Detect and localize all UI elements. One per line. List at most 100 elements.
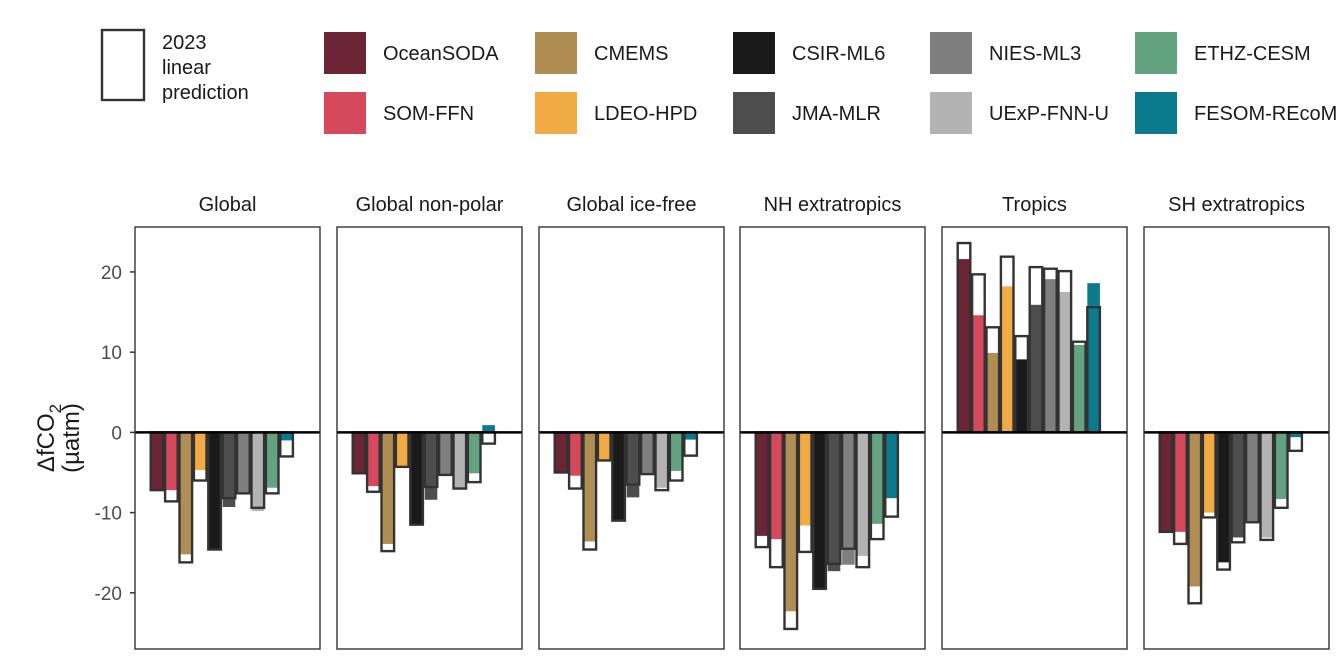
bar-fesom-recom [1289, 432, 1302, 438]
bar-fesom-recom [482, 425, 495, 433]
bar-ethz-cesm [870, 432, 884, 524]
bar-ethz-cesm [669, 432, 683, 471]
panel-title: SH extratropics [1168, 194, 1305, 216]
y-axis-unit: (µatm) [58, 403, 85, 473]
bar-uexp-fnn-u [251, 432, 265, 512]
legend-label-som-ffn: SOM-FFN [383, 103, 474, 125]
legend-label-nies-ml3: NIES-ML3 [989, 43, 1081, 65]
panel-tropics: Tropics [941, 194, 1128, 650]
panel-global: Global [134, 194, 321, 650]
y-tick-label: 20 [101, 263, 122, 284]
bar-jma-mlr [424, 432, 438, 500]
panel-sh-extratropics: SH extratropics [1143, 194, 1330, 650]
panel-title: Tropics [1002, 194, 1067, 216]
legend-label-csir-ml6: CSIR-ML6 [792, 43, 885, 65]
y-axis-title: ΔfCO2 (µatm) [33, 403, 85, 473]
bar-ldeo-hpd [193, 432, 207, 471]
legend-swatch-uexp-fnn-u [930, 92, 972, 134]
legend-swatch-som-ffn [324, 92, 366, 134]
legend-prediction-key [100, 28, 146, 102]
bar-jma-mlr [1029, 304, 1043, 433]
bar-som-ffn [972, 315, 985, 433]
bar-cmems [784, 432, 798, 612]
bar-oceansoda [755, 432, 769, 536]
panel-nh-extratropics: NH extratropics [739, 194, 926, 650]
panel-border [941, 226, 1128, 650]
bar-fesom-recom [280, 432, 293, 441]
legend-swatch-fesom-recom [1135, 92, 1177, 134]
bar-som-ffn [165, 432, 178, 491]
legend-prediction-label-line2: linear [162, 57, 211, 79]
bar-som-ffn [569, 432, 582, 476]
y-axis: 20 10 0 -10 -20 [95, 263, 135, 605]
bar-csir-ml6 [813, 432, 826, 589]
legend-swatch-nies-ml3 [930, 32, 972, 74]
bar-oceansoda [554, 432, 568, 473]
panels: Global Global non-polar Global ice-free NH … [134, 194, 1330, 650]
y-tick-label: -20 [95, 584, 122, 605]
bar-ldeo-hpd [395, 432, 409, 467]
legend-swatch-ethz-cesm [1135, 32, 1177, 74]
bar-oceansoda [352, 432, 366, 474]
bar-csir-ml6 [1217, 432, 1230, 563]
panel-border [538, 226, 725, 650]
bar-nies-ml3 [1246, 432, 1259, 523]
bar-nies-ml3 [842, 432, 855, 565]
bar-ldeo-hpd [1202, 432, 1216, 513]
bar-som-ffn [770, 432, 783, 540]
bar-jma-mlr [827, 432, 841, 572]
bar-uexp-fnn-u [453, 432, 467, 489]
panel-border [1143, 226, 1330, 650]
legend-label-oceansoda: OceanSODA [383, 43, 499, 65]
panel-border [134, 226, 321, 650]
panel-title: Global [199, 194, 257, 216]
legend-label-ethz-cesm: ETHZ-CESM [1194, 43, 1311, 65]
bar-uexp-fnn-u [856, 432, 870, 556]
bar-uexp-fnn-u [655, 432, 669, 488]
y-tick-label: -10 [95, 504, 122, 525]
legend-swatch-csir-ml6 [733, 32, 775, 74]
panel-title: NH extratropics [764, 194, 902, 216]
bar-oceansoda [150, 432, 164, 491]
legend-swatch-cmems [535, 32, 577, 74]
bar-fesom-recom [885, 432, 898, 499]
legend-swatch-jma-mlr [733, 92, 775, 134]
bar-som-ffn [1174, 432, 1187, 532]
bar-cmems [986, 352, 1000, 433]
panel-global-ice-free: Global ice-free [538, 194, 725, 650]
legend-swatch-ldeo-hpd [535, 92, 577, 134]
bar-csir-ml6 [410, 432, 423, 525]
legend-label-cmems: CMEMS [594, 43, 668, 65]
bar-uexp-fnn-u [1260, 432, 1274, 538]
panel-title: Global ice-free [566, 194, 696, 216]
bar-cmems [179, 432, 193, 555]
bar-uexp-fnn-u [1058, 291, 1072, 433]
bar-csir-ml6 [1015, 359, 1028, 433]
legend-label-jma-mlr: JMA-MLR [792, 103, 881, 125]
bar-nies-ml3 [641, 432, 654, 475]
legend-swatch-oceansoda [324, 32, 366, 74]
legend-prediction-label-line1: 2023 [162, 32, 207, 54]
bar-ethz-cesm [265, 432, 279, 488]
bar-ldeo-hpd [1000, 286, 1014, 433]
legend-items: OceanSODA SOM-FFN CMEMS LDEO-HPD CSIR-ML6 JMA… [324, 32, 1337, 134]
bar-jma-mlr [222, 432, 236, 507]
bar-ethz-cesm [1072, 344, 1086, 433]
y-tick-label: 10 [101, 343, 122, 364]
bar-ethz-cesm [467, 432, 481, 474]
bar-som-ffn [367, 432, 380, 487]
prediction-outline-fesom-recom [481, 431, 497, 445]
legend-label-fesom-recom: FESOM-REcoM [1194, 103, 1337, 125]
bar-oceansoda [1159, 432, 1173, 532]
y-axis-label: ΔfCO2 [33, 404, 65, 472]
bar-nies-ml3 [1044, 279, 1057, 433]
legend-label-ldeo-hpd: LDEO-HPD [594, 103, 697, 125]
bar-cmems [1188, 432, 1202, 587]
bar-ldeo-hpd [597, 432, 611, 461]
panel-border [336, 226, 523, 650]
panel-border [739, 226, 926, 650]
bar-cmems [381, 432, 395, 544]
bar-jma-mlr [1231, 432, 1245, 538]
legend-prediction-label-line3: prediction [162, 82, 249, 104]
